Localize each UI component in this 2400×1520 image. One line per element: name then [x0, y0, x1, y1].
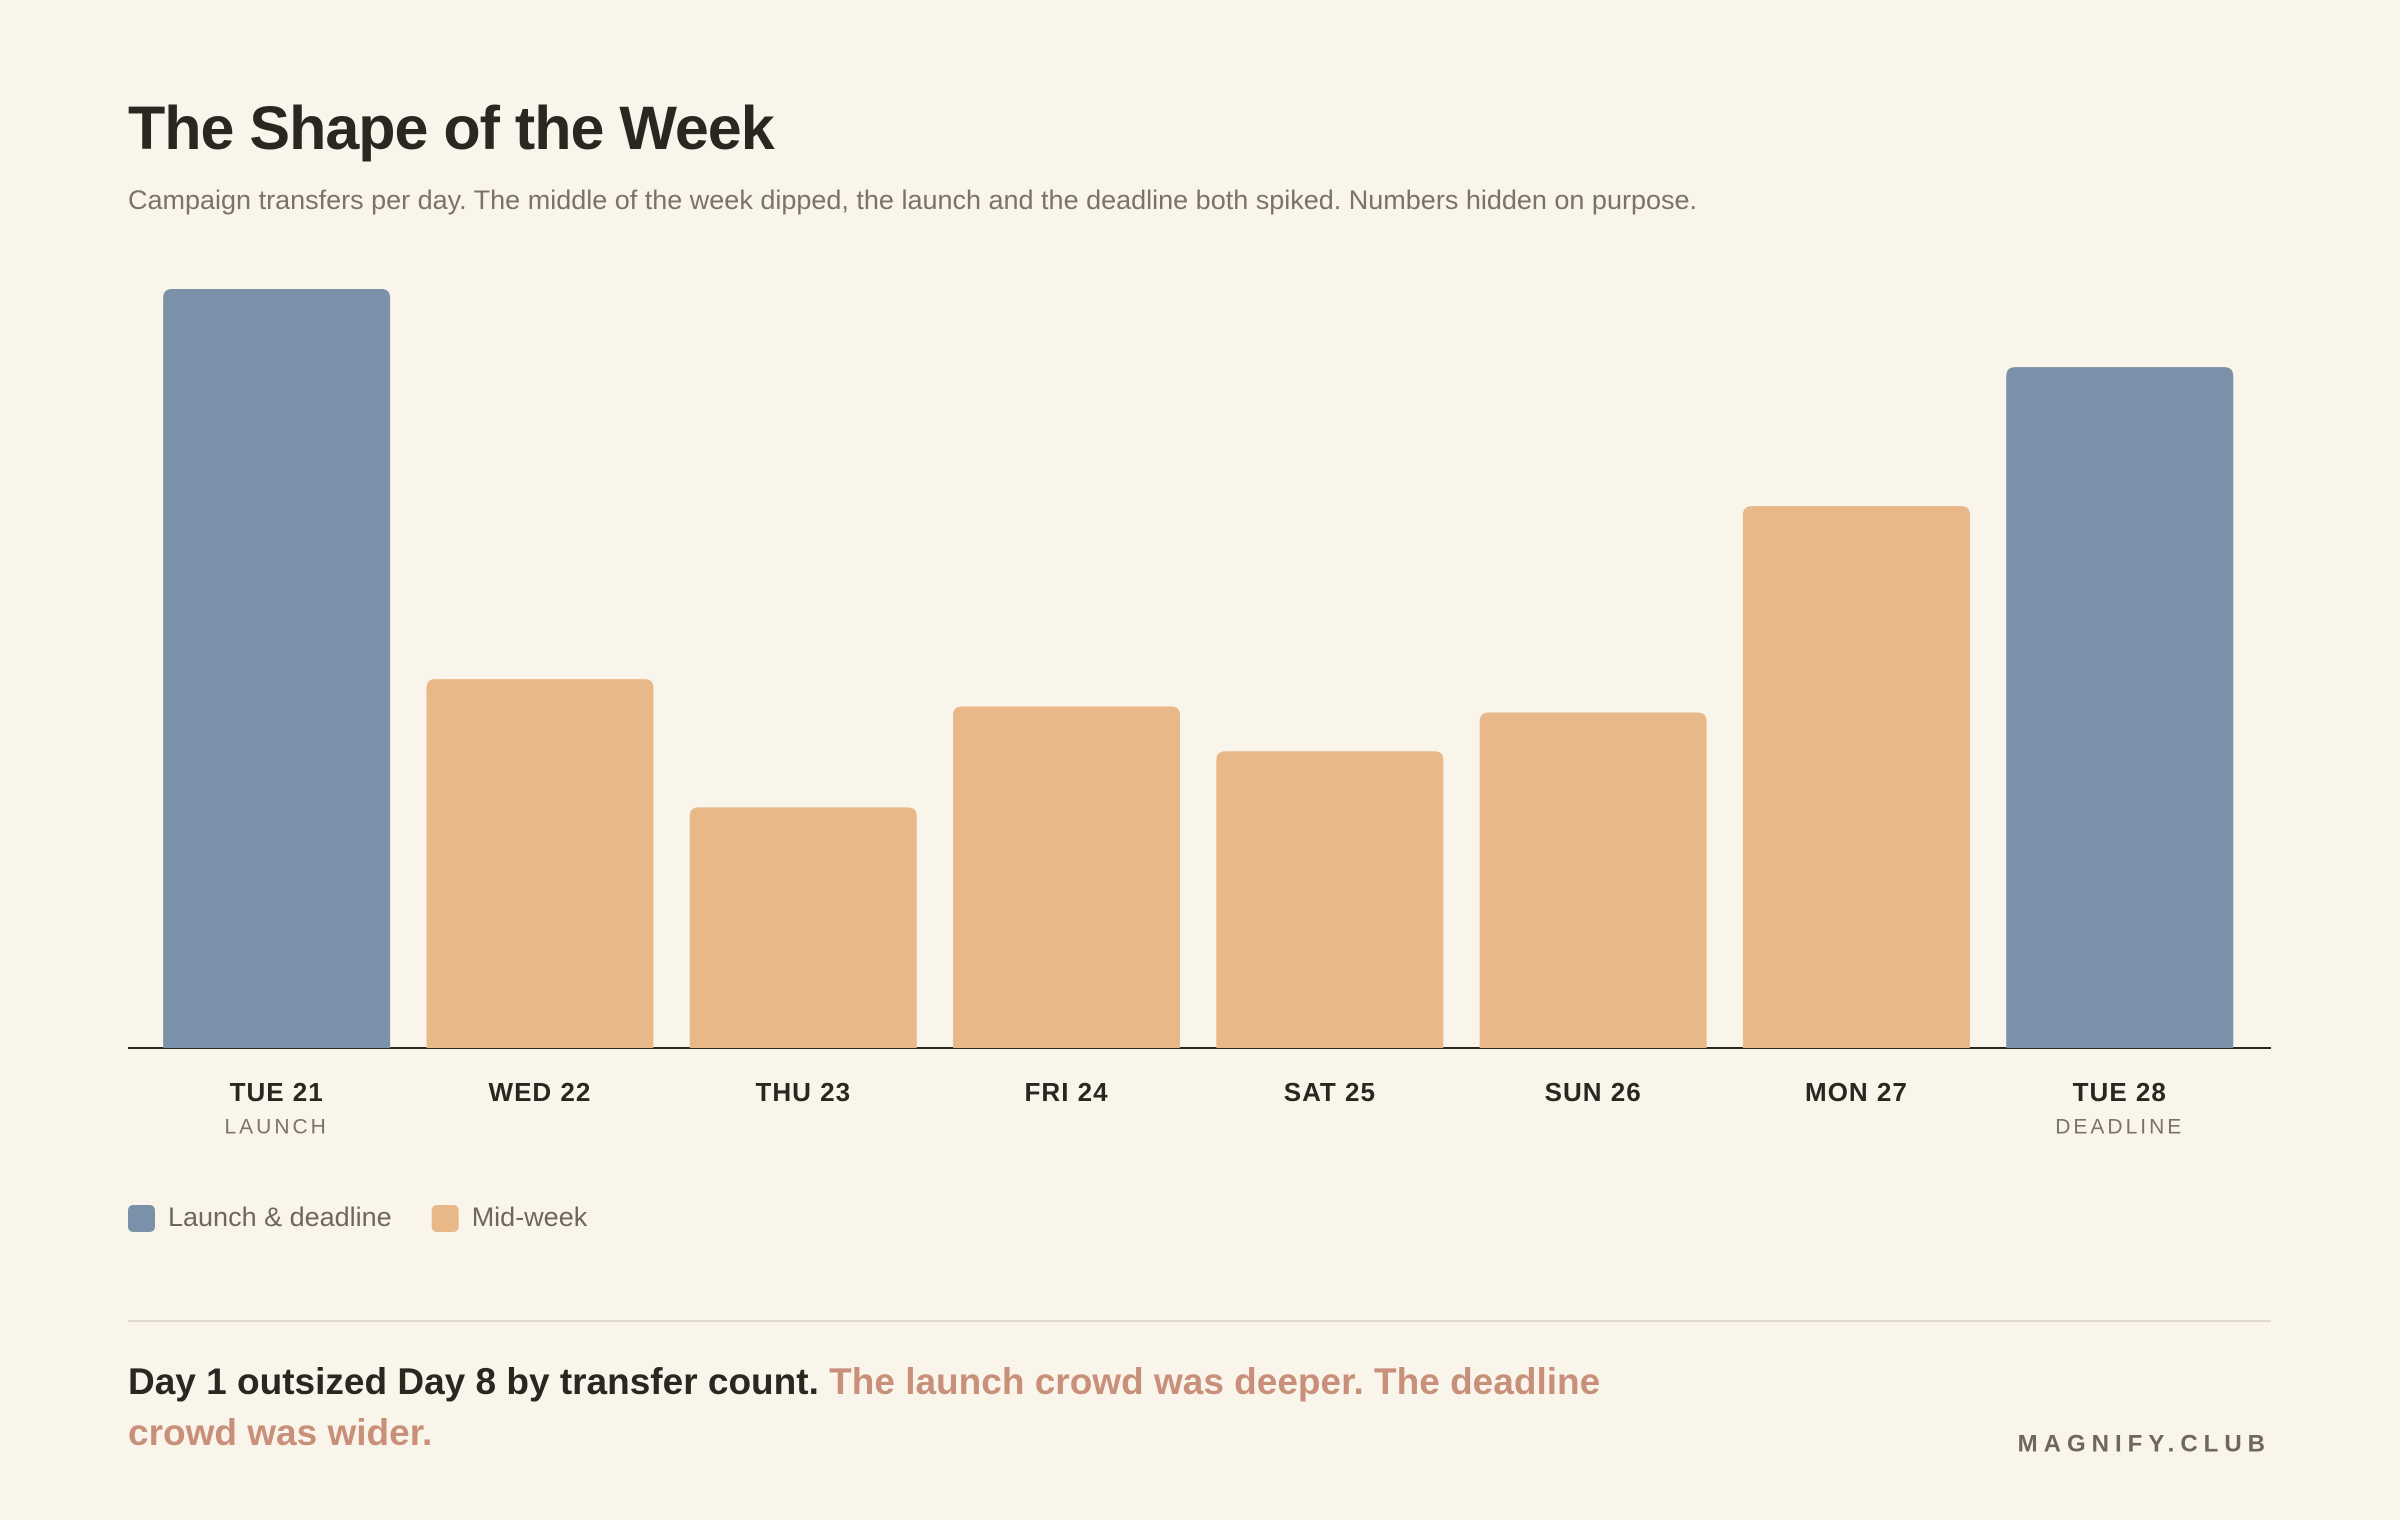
- bar: [1216, 751, 1444, 1048]
- takeaway: Day 1 outsized Day 8 by transfer count. …: [128, 1356, 1608, 1458]
- bar: [2006, 367, 2234, 1048]
- takeaway-lead: Day 1 outsized Day 8 by transfer count.: [128, 1361, 819, 1402]
- x-tick-label: MON 27: [1805, 1077, 1908, 1107]
- x-tick-label: THU 23: [755, 1077, 851, 1107]
- legend-label: Launch & deadline: [168, 1202, 392, 1232]
- takeaway-accent: The launch crowd was deeper. The deadlin…: [128, 1361, 1601, 1453]
- chart-subtitle: Campaign transfers per day. The middle o…: [128, 185, 1697, 215]
- x-tick-label: FRI 24: [1025, 1077, 1109, 1107]
- x-tick-sublabel: LAUNCH: [224, 1116, 328, 1139]
- chart-title: The Shape of the Week: [128, 94, 775, 162]
- x-tick-sublabel: DEADLINE: [2055, 1116, 2184, 1139]
- bar: [953, 706, 1181, 1048]
- x-tick-label: TUE 21: [230, 1077, 324, 1107]
- bar: [163, 289, 391, 1048]
- legend-swatch: [128, 1205, 155, 1232]
- bar: [426, 679, 654, 1048]
- bar: [1479, 712, 1707, 1048]
- x-tick-label: SUN 26: [1545, 1077, 1642, 1107]
- x-tick-label: WED 22: [489, 1077, 592, 1107]
- brand: MAGNIFY.CLUB: [2018, 1430, 2271, 1457]
- bar: [1742, 506, 1970, 1049]
- bar: [689, 807, 917, 1048]
- x-tick-label: SAT 25: [1284, 1077, 1376, 1107]
- legend-swatch: [431, 1205, 459, 1232]
- legend-label: Mid-week: [472, 1202, 588, 1232]
- x-tick-label: TUE 28: [2073, 1077, 2167, 1107]
